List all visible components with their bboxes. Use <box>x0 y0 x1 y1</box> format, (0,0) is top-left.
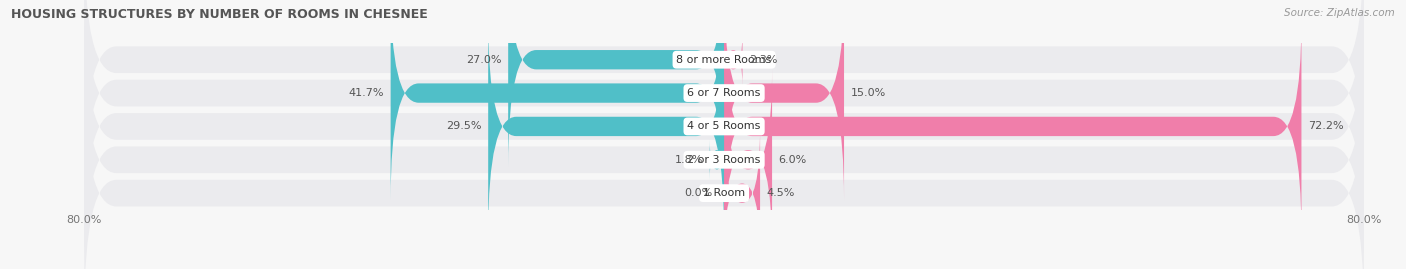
Text: 1.8%: 1.8% <box>675 155 703 165</box>
FancyBboxPatch shape <box>710 139 724 180</box>
Text: 2.3%: 2.3% <box>749 55 778 65</box>
FancyBboxPatch shape <box>84 6 1364 246</box>
Text: 1 Room: 1 Room <box>703 188 745 198</box>
FancyBboxPatch shape <box>724 19 1302 233</box>
FancyBboxPatch shape <box>84 40 1364 269</box>
Text: 27.0%: 27.0% <box>467 55 502 65</box>
Text: 4.5%: 4.5% <box>766 188 794 198</box>
Text: 4 or 5 Rooms: 4 or 5 Rooms <box>688 121 761 132</box>
FancyBboxPatch shape <box>84 0 1364 180</box>
Text: HOUSING STRUCTURES BY NUMBER OF ROOMS IN CHESNEE: HOUSING STRUCTURES BY NUMBER OF ROOMS IN… <box>11 8 427 21</box>
FancyBboxPatch shape <box>488 19 724 233</box>
FancyBboxPatch shape <box>724 0 844 200</box>
Text: 72.2%: 72.2% <box>1308 121 1344 132</box>
FancyBboxPatch shape <box>391 0 724 200</box>
FancyBboxPatch shape <box>724 128 761 259</box>
Text: 29.5%: 29.5% <box>446 121 482 132</box>
Text: 15.0%: 15.0% <box>851 88 886 98</box>
Text: 6 or 7 Rooms: 6 or 7 Rooms <box>688 88 761 98</box>
FancyBboxPatch shape <box>508 0 724 167</box>
Text: 2 or 3 Rooms: 2 or 3 Rooms <box>688 155 761 165</box>
Text: 6.0%: 6.0% <box>779 155 807 165</box>
Text: 0.0%: 0.0% <box>683 188 711 198</box>
FancyBboxPatch shape <box>84 73 1364 269</box>
Text: Source: ZipAtlas.com: Source: ZipAtlas.com <box>1284 8 1395 18</box>
Legend: Owner-occupied, Renter-occupied: Owner-occupied, Renter-occupied <box>598 268 851 269</box>
Text: 8 or more Rooms: 8 or more Rooms <box>676 55 772 65</box>
FancyBboxPatch shape <box>724 31 742 89</box>
FancyBboxPatch shape <box>724 69 772 250</box>
FancyBboxPatch shape <box>84 0 1364 213</box>
Text: 41.7%: 41.7% <box>349 88 384 98</box>
